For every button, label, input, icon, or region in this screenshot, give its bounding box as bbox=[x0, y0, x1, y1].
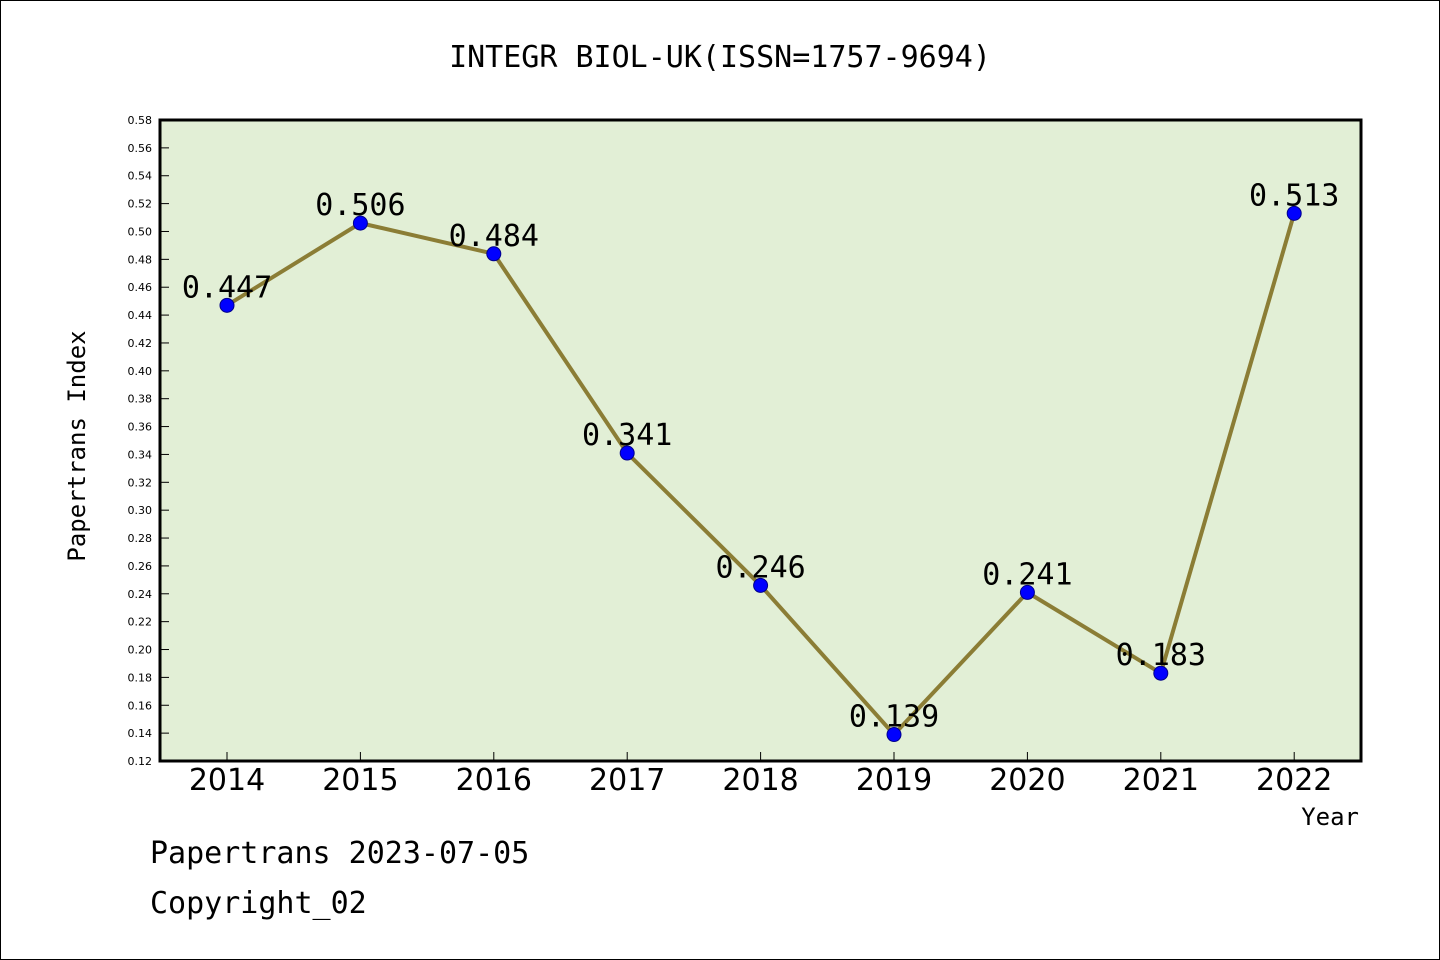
x-tick-label: 2016 bbox=[456, 763, 532, 798]
y-tick-label: 0.46 bbox=[128, 281, 153, 294]
data-label: 0.513 bbox=[1249, 178, 1339, 213]
y-tick-label: 0.34 bbox=[128, 448, 153, 461]
x-axis: 2014 2015 2016 2017 2018 2019 2020 2021 2022 bbox=[189, 752, 1332, 798]
y-tick-label: 0.14 bbox=[128, 727, 153, 740]
x-tick-label: 2020 bbox=[989, 763, 1065, 798]
y-tick-label: 0.28 bbox=[128, 532, 153, 545]
data-point bbox=[1286, 205, 1302, 221]
y-tick-label: 0.18 bbox=[128, 671, 153, 684]
y-tick-label: 0.22 bbox=[128, 616, 153, 629]
y-tick-label: 0.44 bbox=[128, 309, 153, 322]
x-tick-label: 2017 bbox=[589, 763, 665, 798]
chart-title: INTEGR BIOL-UK(ISSN=1757-9694) bbox=[449, 40, 991, 75]
data-point bbox=[486, 246, 502, 262]
x-tick-label: 2014 bbox=[189, 763, 265, 798]
y-tick-label: 0.54 bbox=[128, 170, 153, 183]
data-label: 0.447 bbox=[182, 270, 272, 305]
y-tick-label: 0.50 bbox=[128, 225, 153, 238]
x-tick-label: 2018 bbox=[722, 763, 798, 798]
x-tick-label: 2021 bbox=[1123, 763, 1199, 798]
data-label: 0.506 bbox=[315, 188, 405, 223]
footer-copyright: Copyright_02 bbox=[150, 886, 367, 921]
data-point bbox=[1019, 584, 1035, 600]
y-tick-label: 0.38 bbox=[128, 393, 153, 406]
series-papertrans-index: 0.447 0.506 0.484 0.341 0.246 0.139 0.241 0.183… bbox=[182, 178, 1339, 743]
y-tick-label: 0.30 bbox=[128, 504, 153, 517]
data-point bbox=[619, 445, 635, 461]
data-point bbox=[352, 215, 368, 231]
data-point bbox=[886, 727, 902, 743]
y-axis-label: Papertrans Index bbox=[63, 330, 91, 561]
data-label: 0.183 bbox=[1116, 638, 1206, 673]
y-tick-label: 0.58 bbox=[128, 114, 153, 127]
data-point bbox=[219, 297, 235, 313]
y-tick-label: 0.12 bbox=[128, 755, 153, 768]
y-axis: 0.12 0.14 0.16 0.18 0.20 0.22 0.24 0.26 0.28 0.30… bbox=[128, 114, 169, 768]
y-tick-label: 0.40 bbox=[128, 365, 153, 378]
y-tick-label: 0.20 bbox=[128, 644, 153, 657]
y-tick-label: 0.24 bbox=[128, 588, 153, 601]
data-label: 0.139 bbox=[849, 700, 939, 735]
x-axis-label: Year bbox=[1301, 803, 1359, 831]
data-label: 0.241 bbox=[982, 557, 1072, 592]
data-point bbox=[1153, 665, 1169, 681]
y-tick-label: 0.52 bbox=[128, 198, 153, 211]
y-tick-label: 0.56 bbox=[128, 142, 153, 155]
y-tick-label: 0.26 bbox=[128, 560, 153, 573]
data-label: 0.484 bbox=[449, 219, 539, 254]
data-label: 0.341 bbox=[582, 418, 672, 453]
x-tick-label: 2015 bbox=[322, 763, 398, 798]
x-tick-label: 2022 bbox=[1256, 763, 1332, 798]
y-tick-label: 0.16 bbox=[128, 699, 153, 712]
y-tick-label: 0.42 bbox=[128, 337, 153, 350]
y-tick-label: 0.32 bbox=[128, 476, 153, 489]
footer-date: Papertrans 2023-07-05 bbox=[150, 836, 530, 871]
data-label: 0.246 bbox=[715, 550, 805, 585]
data-point bbox=[753, 577, 769, 593]
x-tick-label: 2019 bbox=[856, 763, 932, 798]
y-tick-label: 0.36 bbox=[128, 421, 153, 434]
y-tick-label: 0.48 bbox=[128, 253, 153, 266]
